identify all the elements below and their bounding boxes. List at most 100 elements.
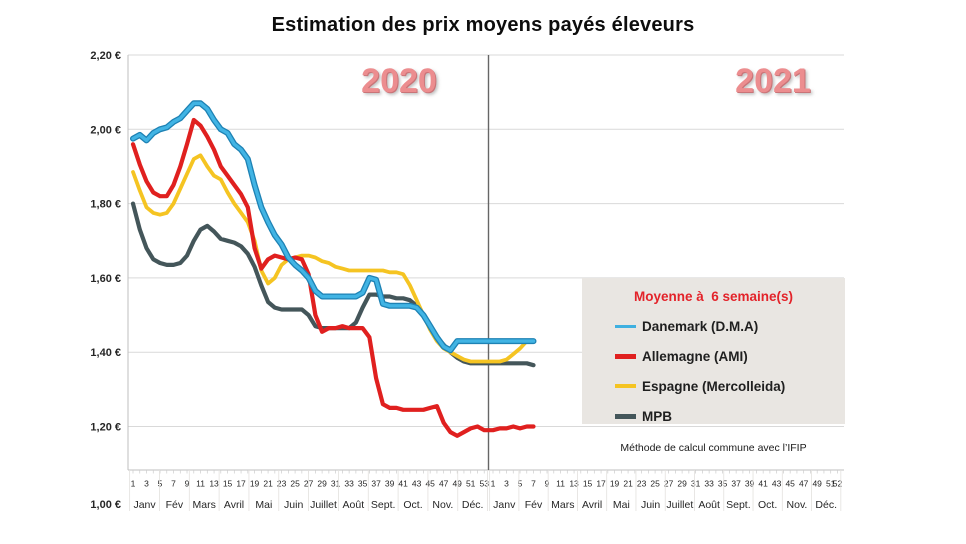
week-label: 41 bbox=[398, 479, 408, 489]
week-label: 45 bbox=[785, 479, 795, 489]
week-label: 23 bbox=[277, 479, 287, 489]
month-label: Mars bbox=[193, 499, 216, 511]
week-label: 39 bbox=[745, 479, 755, 489]
week-label: 35 bbox=[718, 479, 728, 489]
week-label: 3 bbox=[144, 479, 149, 489]
legend-item-danemark: Danemark (D.M.A) bbox=[582, 311, 845, 341]
danemark-line-swatch-icon bbox=[615, 324, 636, 328]
week-label: 11 bbox=[196, 479, 205, 489]
y-axis-label: 1,80 € bbox=[90, 199, 121, 211]
week-label: 19 bbox=[610, 479, 620, 489]
week-label: 27 bbox=[664, 479, 674, 489]
month-label: Oct. bbox=[758, 499, 777, 511]
week-label: 45 bbox=[425, 479, 435, 489]
month-label: Mars bbox=[551, 499, 574, 511]
week-label: 37 bbox=[731, 479, 741, 489]
month-label: Janv bbox=[133, 499, 156, 511]
week-label: 19 bbox=[250, 479, 260, 489]
legend-item-label: MPB bbox=[642, 408, 672, 424]
legend-item-mpb: MPB bbox=[582, 401, 845, 431]
month-label: Nov. bbox=[787, 499, 808, 511]
month-label: Sept. bbox=[726, 499, 751, 511]
year-label-2021: 2021 bbox=[735, 62, 811, 100]
month-label: Nov. bbox=[432, 499, 453, 511]
month-label: Mai bbox=[255, 499, 272, 511]
legend: Moyenne à 6 semaine(s) Danemark (D.M.A) … bbox=[582, 278, 845, 424]
week-label: 47 bbox=[799, 479, 809, 489]
month-label: Juillet bbox=[666, 499, 693, 511]
week-label: 43 bbox=[412, 479, 422, 489]
week-label: 5 bbox=[518, 479, 523, 489]
y-axis-label: 2,00 € bbox=[90, 124, 121, 136]
week-label: 33 bbox=[704, 479, 714, 489]
week-label: 51 bbox=[826, 479, 836, 489]
month-label: Fév bbox=[166, 499, 184, 511]
y-axis-label: 1,00 € bbox=[90, 499, 121, 511]
month-label: Déc. bbox=[815, 499, 837, 511]
month-label: Juin bbox=[284, 499, 303, 511]
week-label: 9 bbox=[545, 479, 550, 489]
week-label: 21 bbox=[623, 479, 633, 489]
month-label: Janv bbox=[493, 499, 516, 511]
legend-title: Moyenne à 6 semaine(s) bbox=[633, 289, 794, 304]
week-label: 15 bbox=[583, 479, 593, 489]
week-label: 49 bbox=[452, 479, 462, 489]
week-label: 53 bbox=[479, 479, 489, 489]
series-line-espagne bbox=[131, 153, 536, 364]
week-label: 33 bbox=[344, 479, 354, 489]
legend-item-label: Danemark (D.M.A) bbox=[642, 318, 759, 334]
week-label: 9 bbox=[185, 479, 190, 489]
week-label: 31 bbox=[331, 479, 341, 489]
month-label: Avril bbox=[224, 499, 244, 511]
month-label: Août bbox=[698, 499, 720, 511]
week-label: 13 bbox=[569, 479, 579, 489]
legend-item-label: Allemagne (AMI) bbox=[642, 348, 748, 364]
week-label: 51 bbox=[466, 479, 476, 489]
year-label-2020: 2020 bbox=[361, 62, 437, 100]
week-label: 29 bbox=[317, 479, 327, 489]
week-label: 49 bbox=[812, 479, 822, 489]
month-label: Déc. bbox=[462, 499, 484, 511]
week-label: 23 bbox=[637, 479, 647, 489]
week-label: 13 bbox=[209, 479, 219, 489]
legend-item-label: Espagne (Mercolleida) bbox=[642, 378, 786, 394]
month-label: Avril bbox=[582, 499, 602, 511]
week-label: 21 bbox=[263, 479, 273, 489]
page-title: Estimation des prix moyens payés éleveur… bbox=[271, 14, 695, 36]
month-label: Sept. bbox=[371, 499, 396, 511]
y-axis-label: 1,20 € bbox=[90, 422, 121, 434]
footnote: Méthode de calcul commune avec l’IFIP bbox=[620, 442, 807, 454]
week-label: 17 bbox=[596, 479, 606, 489]
month-label: Août bbox=[343, 499, 365, 511]
week-label: 25 bbox=[290, 479, 300, 489]
legend-item-allemagne: Allemagne (AMI) bbox=[582, 341, 845, 371]
week-label: 31 bbox=[691, 479, 701, 489]
week-label: 7 bbox=[171, 479, 176, 489]
week-label: 1 bbox=[491, 479, 496, 489]
week-label: 3 bbox=[504, 479, 509, 489]
week-label: 5 bbox=[158, 479, 163, 489]
mpb-line-swatch-icon bbox=[615, 413, 636, 419]
month-label: Juillet bbox=[310, 499, 337, 511]
y-axis-label: 1,60 € bbox=[90, 273, 121, 285]
allemagne-line-swatch-icon bbox=[615, 353, 636, 359]
week-label: 29 bbox=[677, 479, 687, 489]
week-label: 17 bbox=[236, 479, 246, 489]
week-label: 11 bbox=[556, 479, 565, 489]
week-label: 37 bbox=[371, 479, 381, 489]
week-label: 47 bbox=[439, 479, 449, 489]
week-label: 39 bbox=[385, 479, 395, 489]
week-label: 35 bbox=[358, 479, 368, 489]
series-line-allemagne bbox=[130, 117, 536, 438]
month-label: Mai bbox=[613, 499, 630, 511]
month-label: Oct. bbox=[403, 499, 422, 511]
month-label: Fév bbox=[525, 499, 543, 511]
month-label: Juin bbox=[641, 499, 660, 511]
week-label: 25 bbox=[650, 479, 660, 489]
y-axis-label: 2,20 € bbox=[90, 50, 121, 62]
series-outline-danemark bbox=[130, 100, 537, 354]
week-label: 52 bbox=[833, 479, 843, 489]
week-label: 15 bbox=[223, 479, 233, 489]
